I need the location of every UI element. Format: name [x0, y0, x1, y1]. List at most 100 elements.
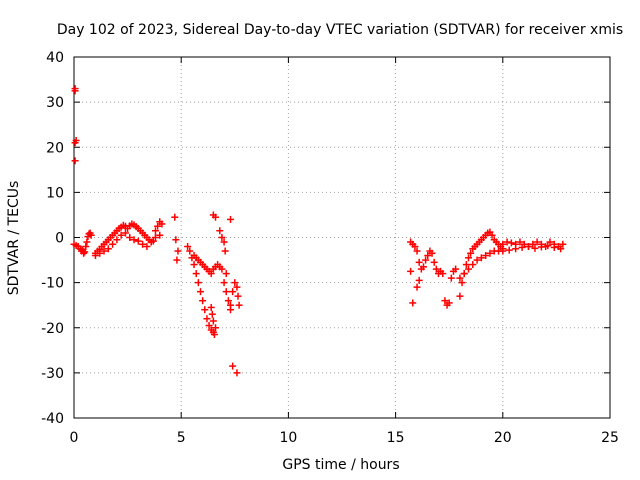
data-point: [172, 236, 180, 244]
data-point: [83, 238, 91, 246]
data-point: [199, 297, 207, 305]
data-point: [117, 231, 125, 239]
data-point: [507, 239, 515, 247]
y-tick-label: -30: [41, 366, 64, 382]
data-point: [194, 279, 202, 287]
data-point: [184, 243, 192, 251]
data-point: [134, 237, 142, 245]
data-point: [227, 215, 235, 223]
data-point: [87, 231, 95, 239]
data-point: [525, 243, 533, 251]
x-axis-label: GPS time / hours: [282, 457, 399, 473]
data-point: [546, 238, 554, 246]
data-point: [81, 248, 89, 256]
data-point: [209, 317, 217, 325]
data-point: [139, 240, 147, 248]
data-point: [419, 263, 427, 271]
data-point: [469, 261, 477, 269]
data-point: [518, 243, 526, 251]
data-point: [220, 279, 228, 287]
y-tick-label: 10: [46, 185, 64, 201]
data-point: [201, 306, 209, 314]
data-point: [113, 236, 121, 244]
data-point: [173, 256, 181, 264]
x-tick-label: 5: [177, 430, 186, 446]
data-point: [488, 231, 496, 239]
y-tick-label: 30: [46, 95, 64, 111]
ticks: [73, 56, 611, 419]
data-point: [235, 301, 243, 309]
data-point: [71, 157, 79, 165]
data-point: [460, 270, 468, 278]
data-point: [439, 270, 447, 278]
data-point: [227, 306, 235, 314]
data-point: [222, 288, 230, 296]
data-point: [441, 297, 449, 305]
chart-title: Day 102 of 2023, Sidereal Day-to-day VTE…: [57, 22, 623, 38]
data-point: [126, 234, 134, 241]
gridlines: [74, 57, 610, 418]
data-point: [467, 249, 475, 257]
data-point: [186, 247, 194, 255]
data-point: [407, 267, 415, 275]
data-point: [222, 270, 230, 278]
y-tick-label: -40: [41, 411, 64, 427]
data-point: [96, 249, 104, 257]
data-point: [430, 258, 438, 266]
data-point: [151, 227, 159, 235]
data-point: [210, 331, 218, 339]
data-point: [174, 247, 182, 255]
data-point: [121, 229, 129, 237]
data-point: [550, 243, 558, 251]
x-tick-label: 20: [494, 430, 512, 446]
data-point: [224, 297, 232, 305]
y-tick-label: -10: [41, 276, 64, 292]
data-point: [171, 213, 179, 221]
data-point: [505, 246, 513, 254]
data-point: [531, 244, 539, 252]
data-point: [428, 249, 436, 257]
data-point: [413, 283, 421, 291]
data-point: [154, 222, 162, 230]
x-tick-label: 10: [279, 430, 297, 446]
data-point: [72, 136, 80, 144]
data-point: [233, 369, 241, 377]
data-point: [203, 315, 211, 323]
data-point: [80, 249, 88, 257]
data-point: [207, 270, 215, 278]
data-point: [212, 324, 220, 332]
data-point: [409, 299, 417, 307]
data-point: [71, 87, 79, 95]
data-point: [473, 256, 481, 264]
data-point: [207, 303, 215, 311]
data-point: [220, 238, 228, 246]
tick-labels: 0 5 10 15 20 25 -40 -30 -20 -10 0 10 20 30 40: [41, 50, 619, 446]
data-point: [503, 238, 511, 246]
y-tick-label: 20: [46, 140, 64, 156]
data-point: [151, 234, 159, 241]
x-tick-label: 25: [601, 430, 619, 446]
y-tick-label: 0: [55, 231, 64, 247]
data-point: [229, 288, 237, 296]
data-point: [557, 245, 565, 253]
y-axis-label: SDTVAR / TECUs: [6, 181, 22, 296]
data-point: [91, 252, 99, 260]
data-point: [415, 258, 423, 266]
data-point: [218, 265, 226, 273]
data-point: [512, 245, 520, 253]
data-point: [424, 252, 432, 260]
data-point: [130, 236, 138, 244]
data-point: [464, 254, 472, 262]
data-point: [411, 243, 419, 251]
x-tick-label: 15: [387, 430, 405, 446]
data-point: [231, 279, 239, 287]
data-point: [205, 321, 213, 329]
data-point: [559, 240, 567, 248]
data-point: [82, 243, 90, 251]
data-point: [208, 310, 216, 318]
data-point: [156, 231, 164, 239]
data-point: [464, 265, 472, 273]
data-point: [432, 265, 440, 273]
data-point: [233, 283, 241, 291]
